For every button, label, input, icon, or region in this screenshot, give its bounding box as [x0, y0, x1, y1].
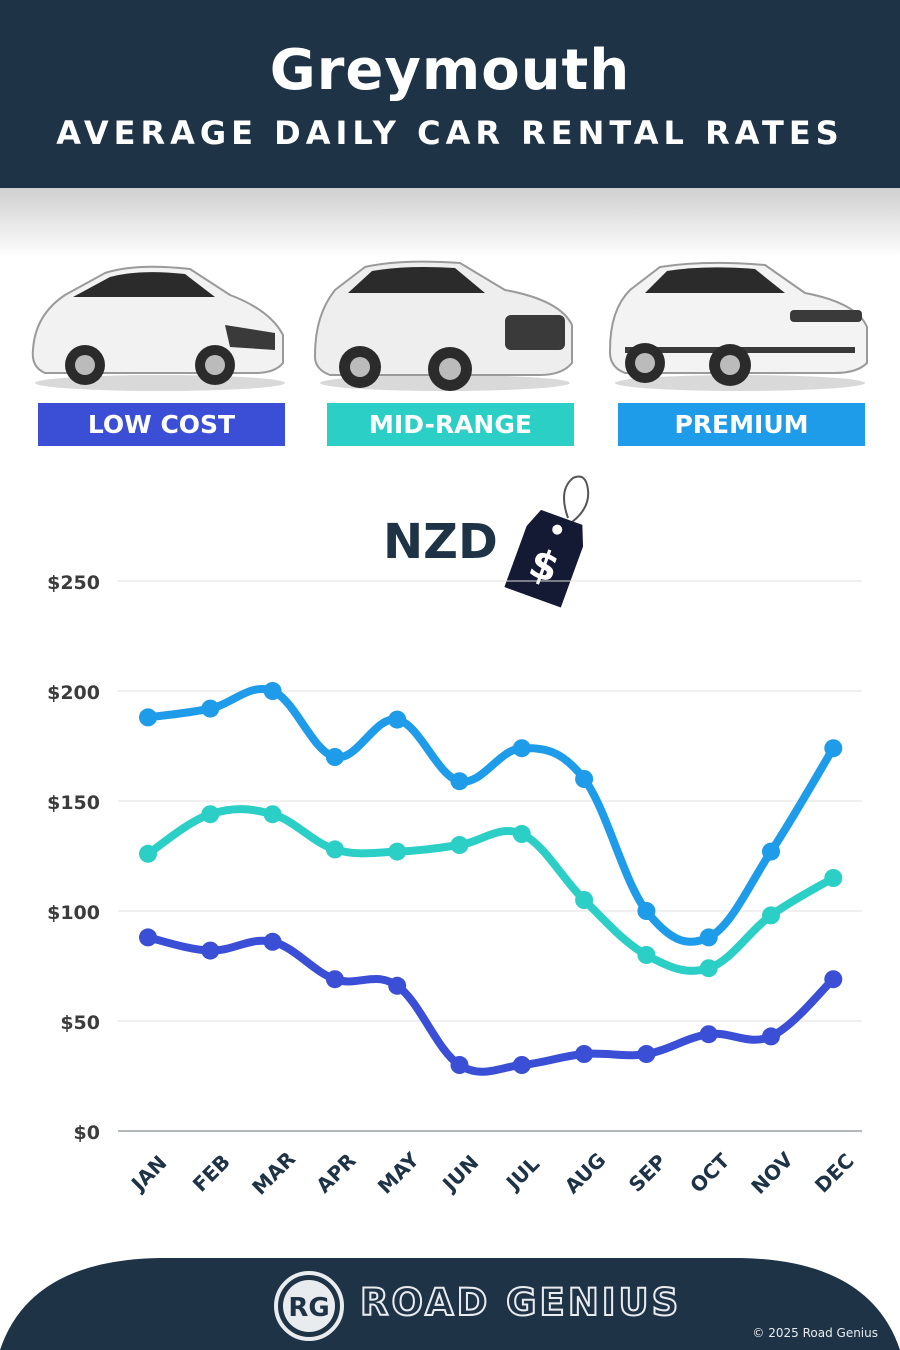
- mid-range-point: [762, 906, 780, 925]
- mid-range-line: [144, 805, 838, 975]
- x-tick-label: MAR: [247, 1147, 300, 1200]
- y-tick-label: $250: [47, 572, 100, 594]
- premium-point: [699, 928, 718, 947]
- low-cost-point: [325, 970, 344, 989]
- page-subtitle: AVERAGE DAILY CAR RENTAL RATES: [56, 114, 844, 152]
- premium-point: [575, 770, 594, 788]
- y-tick-label: $200: [47, 682, 100, 704]
- low-cost-point: [388, 976, 407, 995]
- category-low-cost: LOW COST: [38, 403, 285, 446]
- premium-point: [139, 708, 157, 727]
- x-tick-label: JUL: [500, 1152, 544, 1196]
- premium-point: [325, 748, 344, 766]
- premium-point: [762, 842, 780, 861]
- logo-text: RG: [288, 1293, 329, 1323]
- mid-range-point: [139, 844, 157, 863]
- x-tick-label: APR: [311, 1148, 360, 1197]
- mid-range-point: [512, 825, 531, 843]
- x-tick-label: DEC: [810, 1149, 859, 1198]
- suv-car-icon: [310, 255, 575, 395]
- premium-point: [263, 682, 282, 700]
- premium-point: [201, 699, 220, 718]
- low-cost-point: [824, 970, 843, 989]
- mid-range-point: [637, 946, 656, 964]
- mid-range-point: [201, 805, 220, 824]
- category-premium: PREMIUM: [618, 403, 865, 446]
- low-cost-point: [575, 1045, 594, 1063]
- currency-label: NZD: [383, 514, 498, 570]
- premium-point: [388, 710, 407, 729]
- x-tick-label: JAN: [125, 1151, 171, 1197]
- copyright-text: © 2025 Road Genius: [752, 1326, 878, 1340]
- low-cost-point: [263, 932, 282, 951]
- y-tick-label: $150: [47, 792, 100, 814]
- header-shadow: [0, 188, 900, 258]
- brand-name: ROAD GENIUS: [359, 1280, 682, 1325]
- low-cost-point: [637, 1045, 656, 1063]
- x-tick-label: NOV: [746, 1147, 798, 1199]
- low-cost-point: [762, 1027, 780, 1046]
- premium-point: [450, 772, 469, 791]
- premium-point: [824, 739, 843, 758]
- premium-point: [637, 902, 656, 920]
- low-cost-point: [699, 1025, 718, 1044]
- premium-line: [144, 685, 838, 946]
- mid-range-point: [699, 959, 718, 978]
- low-cost-point: [512, 1056, 531, 1074]
- x-tick-label: OCT: [685, 1148, 734, 1197]
- premium-suv-car-icon: [605, 255, 870, 395]
- x-tick-label: MAY: [373, 1147, 424, 1198]
- x-tick-label: SEP: [624, 1149, 671, 1196]
- y-tick-label: $50: [60, 1012, 100, 1034]
- footer: [0, 1258, 900, 1350]
- premium-point: [512, 739, 531, 758]
- y-tick-label: $0: [74, 1122, 100, 1144]
- low-cost-point: [139, 928, 157, 947]
- road-genius-logo-icon: RG: [273, 1270, 345, 1342]
- x-tick-label: JUN: [436, 1150, 483, 1197]
- mid-range-point: [388, 842, 407, 861]
- hatchback-car-icon: [25, 255, 290, 395]
- page-title: Greymouth: [269, 38, 631, 103]
- low-cost-point: [201, 941, 220, 960]
- x-tick-label: FEB: [188, 1150, 235, 1197]
- category-mid-range: MID-RANGE: [327, 403, 574, 446]
- mid-range-point: [263, 805, 282, 824]
- rental-rate-chart: $0 $50 $100 $150 $200 $250 JAN FEB MAR APR MAY JUN J…: [47, 572, 862, 1200]
- x-tick-label: AUG: [560, 1148, 611, 1199]
- mid-range-point: [325, 840, 344, 859]
- mid-range-point: [575, 891, 594, 909]
- mid-range-point: [450, 836, 469, 854]
- mid-range-point: [824, 869, 843, 887]
- header-banner: Greymouth AVERAGE DAILY CAR RENTAL RATES: [0, 0, 900, 188]
- low-cost-point: [450, 1056, 469, 1074]
- price-tag-icon: $: [498, 470, 598, 610]
- y-tick-label: $100: [47, 902, 100, 924]
